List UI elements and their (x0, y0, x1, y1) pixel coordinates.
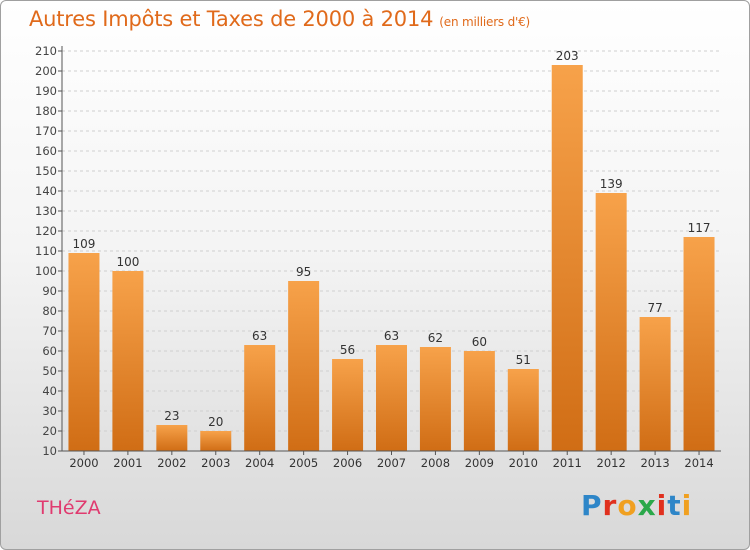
y-tick-label: 20 (42, 424, 57, 438)
bar-2010 (507, 369, 539, 451)
brand-letter: P (581, 489, 603, 522)
bar-2004 (244, 345, 276, 451)
data-label: 62 (428, 331, 443, 345)
data-label: 109 (73, 237, 96, 251)
y-tick-label: 150 (35, 164, 57, 178)
data-label: 20 (208, 415, 223, 429)
x-tick-label: 2006 (333, 456, 362, 470)
y-tick-label: 60 (42, 344, 57, 358)
bar-2013 (639, 317, 671, 451)
brand-letter: r (602, 489, 618, 522)
data-label: 51 (516, 353, 531, 367)
y-tick-label: 140 (35, 184, 57, 198)
y-tick-label: 210 (35, 44, 57, 58)
brand-letter: t (667, 489, 682, 522)
bar-2006 (332, 359, 364, 451)
bar-2012 (595, 193, 627, 451)
chart-subtitle: (en milliers d'€) (439, 15, 531, 29)
brand-letter: x (637, 489, 657, 522)
y-tick-label: 130 (35, 204, 57, 218)
x-tick-label: 2009 (465, 456, 494, 470)
x-tick-label: 2005 (289, 456, 318, 470)
x-tick-label: 2002 (157, 456, 186, 470)
x-tick-label: 2014 (684, 456, 713, 470)
y-tick-label: 100 (35, 264, 57, 278)
commune-name: THéZA (37, 497, 101, 519)
bar-2011 (551, 65, 583, 451)
data-label: 63 (384, 329, 399, 343)
x-tick-label: 2007 (377, 456, 406, 470)
y-tick-label: 70 (42, 324, 57, 338)
brand-letter: i (656, 489, 668, 522)
y-tick-label: 160 (35, 144, 57, 158)
y-tick-label: 30 (42, 404, 57, 418)
y-tick-label: 110 (35, 244, 57, 258)
data-label: 117 (688, 221, 711, 235)
bar-2014 (683, 237, 715, 451)
y-tick-label: 80 (42, 304, 57, 318)
data-label: 100 (116, 255, 139, 269)
axes: 10 20 30 40 50 60 70 80 90 100 110 120 130 140 150 160 1… (35, 44, 721, 470)
y-tick-label: 10 (42, 444, 57, 458)
x-tick-label: 2011 (553, 456, 582, 470)
x-tick-label: 2004 (245, 456, 274, 470)
y-tick-label: 120 (35, 224, 57, 238)
data-label: 60 (472, 335, 487, 349)
x-tick-label: 2012 (597, 456, 626, 470)
x-tick-label: 2008 (421, 456, 450, 470)
data-label: 77 (647, 301, 662, 315)
bar-2002 (156, 425, 188, 451)
y-tick-label: 200 (35, 64, 57, 78)
brand-logo: Proxiti (581, 489, 692, 522)
bar-2003 (200, 431, 232, 451)
x-tick-label: 2001 (113, 456, 142, 470)
chart-title-text: Autres Impôts et Taxes de 2000 à 2014 (29, 7, 434, 31)
bars: 109 100 23 20 63 95 56 63 62 60 51 203 139 77 117 (68, 49, 715, 451)
x-tick-label: 2010 (509, 456, 538, 470)
bar-2005 (288, 281, 320, 451)
brand-letter: i (681, 489, 693, 522)
y-tick-label: 170 (35, 124, 57, 138)
chart-title: Autres Impôts et Taxes de 2000 à 2014 (en… (29, 7, 530, 31)
bar-2008 (419, 347, 451, 451)
y-tick-label: 90 (42, 284, 57, 298)
y-tick-label: 50 (42, 364, 57, 378)
y-tick-label: 180 (35, 104, 57, 118)
x-tick-label: 2003 (201, 456, 230, 470)
data-label: 23 (164, 409, 179, 423)
data-label: 139 (600, 177, 623, 191)
x-tick-label: 2000 (69, 456, 98, 470)
data-label: 56 (340, 343, 355, 357)
bar-2009 (463, 351, 495, 451)
y-tick-label: 40 (42, 384, 57, 398)
x-tick-label: 2013 (640, 456, 669, 470)
brand-letter: o (617, 489, 638, 522)
data-label: 63 (252, 329, 267, 343)
bar-2000 (68, 253, 100, 451)
y-tick-label: 190 (35, 84, 57, 98)
data-label: 203 (556, 49, 579, 63)
bar-2007 (376, 345, 407, 451)
data-label: 95 (296, 265, 311, 279)
bar-2001 (112, 271, 144, 451)
